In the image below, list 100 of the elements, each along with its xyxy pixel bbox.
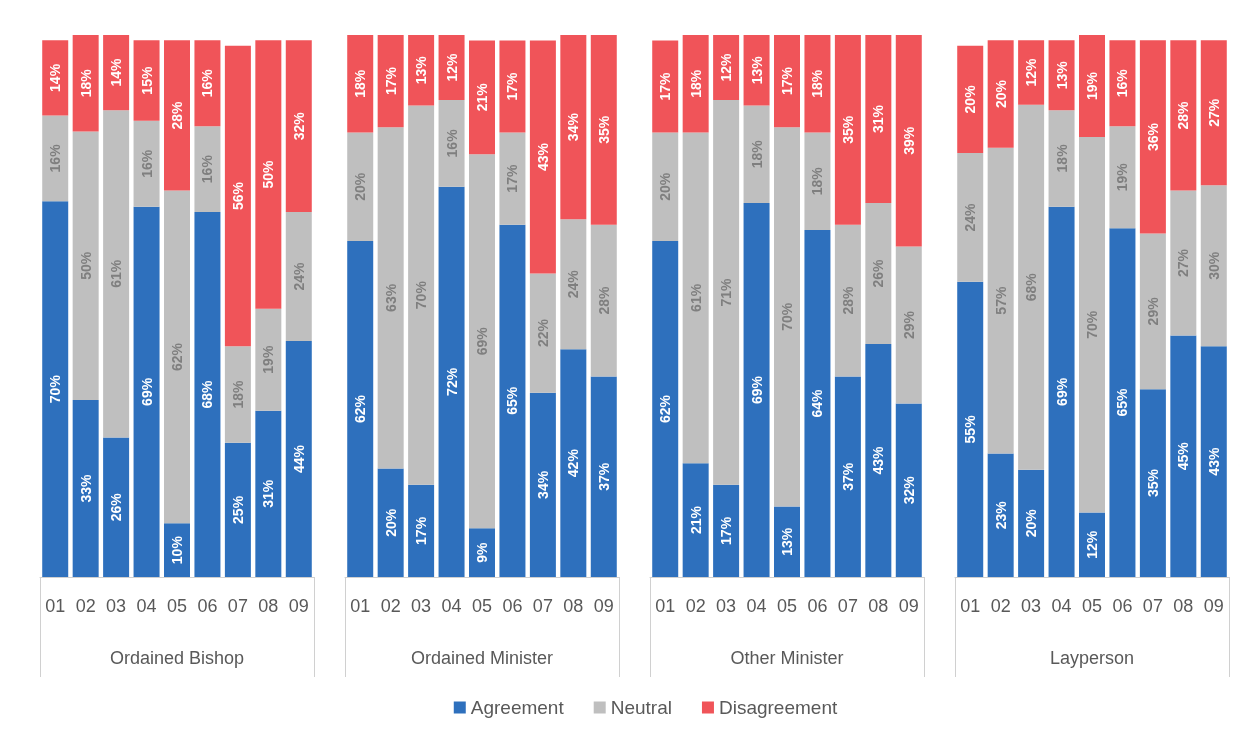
bar	[438, 186, 465, 577]
data-label: 33%	[77, 473, 94, 503]
x-tick-label: 08	[868, 596, 889, 616]
data-label: 18%	[809, 69, 826, 98]
data-label: 43%	[1205, 447, 1222, 476]
bar	[560, 35, 587, 220]
bar	[255, 410, 282, 577]
bar	[590, 35, 617, 225]
bar	[438, 100, 465, 187]
x-tick-label: 06	[197, 596, 218, 616]
x-tick-label: 01	[960, 596, 981, 616]
bar	[42, 40, 69, 116]
data-label: 13%	[748, 55, 765, 85]
bar	[133, 206, 160, 577]
data-label: 55%	[962, 414, 979, 444]
data-label: 65%	[504, 386, 521, 415]
x-tick-label: 07	[837, 596, 858, 616]
data-label: 21%	[687, 505, 704, 535]
x-tick-label: 04	[136, 596, 157, 616]
data-label: 43%	[870, 445, 887, 475]
data-label: 27%	[1175, 248, 1192, 278]
data-label: 16%	[1114, 68, 1131, 98]
bar	[133, 120, 160, 207]
data-label: 28%	[839, 286, 856, 315]
x-tick-label: 01	[350, 596, 371, 616]
bar	[1079, 136, 1105, 513]
data-label: 14%	[108, 58, 125, 87]
bar	[1200, 185, 1227, 347]
x-tick-label: 09	[288, 596, 309, 616]
data-label: 70%	[413, 280, 430, 310]
bar	[255, 40, 282, 309]
data-label: 20%	[992, 79, 1009, 109]
bar	[72, 131, 99, 400]
bar	[987, 147, 1014, 454]
bar	[957, 153, 984, 282]
bar	[895, 246, 922, 404]
bar	[224, 346, 251, 443]
bar	[1109, 228, 1136, 577]
bar	[743, 203, 770, 577]
bar	[1139, 233, 1166, 390]
data-label: 12%	[1023, 58, 1040, 87]
bar	[743, 105, 770, 204]
data-label: 12%	[443, 52, 460, 82]
x-axis-title: Ordained Minister	[410, 648, 554, 668]
bar	[682, 132, 709, 464]
data-label: 10%	[169, 535, 185, 565]
bar	[469, 154, 495, 529]
data-label: 16%	[138, 149, 155, 178]
x-tick-label: 09	[898, 596, 919, 616]
data-label: 16%	[47, 143, 64, 173]
data-label: 69%	[138, 377, 155, 406]
bar	[469, 40, 495, 155]
bar	[713, 100, 740, 485]
bar	[1109, 126, 1136, 229]
data-label: 32%	[900, 475, 917, 505]
x-tick-label: 08	[563, 596, 584, 616]
x-tick-label: 06	[502, 596, 523, 616]
x-tick-label: 06	[807, 596, 828, 616]
bar	[987, 453, 1014, 577]
x-axis-title: Ordained Bishop	[109, 648, 245, 668]
data-label: 70%	[1084, 310, 1100, 339]
x-tick-label: 02	[990, 596, 1011, 616]
data-label: 50%	[260, 159, 277, 189]
data-label: 17%	[504, 71, 521, 101]
x-tick-label: 04	[441, 596, 462, 616]
data-label: 20%	[382, 508, 399, 537]
data-label: 31%	[260, 479, 277, 508]
x-tick-label: 01	[45, 596, 66, 616]
data-label: 20%	[352, 172, 369, 201]
data-label: 29%	[1144, 296, 1161, 326]
data-label: 39%	[900, 126, 917, 155]
data-label: 64%	[809, 389, 826, 418]
data-label: 12%	[1084, 530, 1100, 559]
x-axis-title: Layperson	[1049, 648, 1135, 668]
x-tick-label: 03	[716, 596, 737, 616]
bar	[1200, 346, 1227, 577]
bar	[1170, 190, 1197, 336]
data-label: 17%	[413, 516, 430, 545]
bar	[652, 132, 679, 241]
bar	[285, 340, 312, 577]
x-tick-label: 03	[1021, 596, 1042, 616]
bar	[865, 343, 892, 577]
bar	[957, 281, 984, 577]
bar	[224, 45, 251, 347]
data-label: 15%	[138, 66, 155, 95]
data-label: 19%	[260, 345, 277, 374]
data-label: 24%	[962, 202, 979, 232]
bar	[529, 40, 556, 274]
data-label: 23%	[992, 500, 1009, 530]
bar	[1109, 40, 1136, 127]
data-label: 20%	[1023, 508, 1040, 538]
data-label: 30%	[1205, 251, 1222, 280]
data-label: 25%	[229, 495, 246, 524]
bar	[895, 35, 922, 247]
data-label: 70%	[47, 374, 64, 404]
data-label: 24%	[290, 261, 307, 291]
bar	[347, 240, 374, 577]
data-label: 35%	[1144, 468, 1161, 498]
bar	[529, 392, 556, 577]
data-label: 29%	[900, 310, 917, 339]
